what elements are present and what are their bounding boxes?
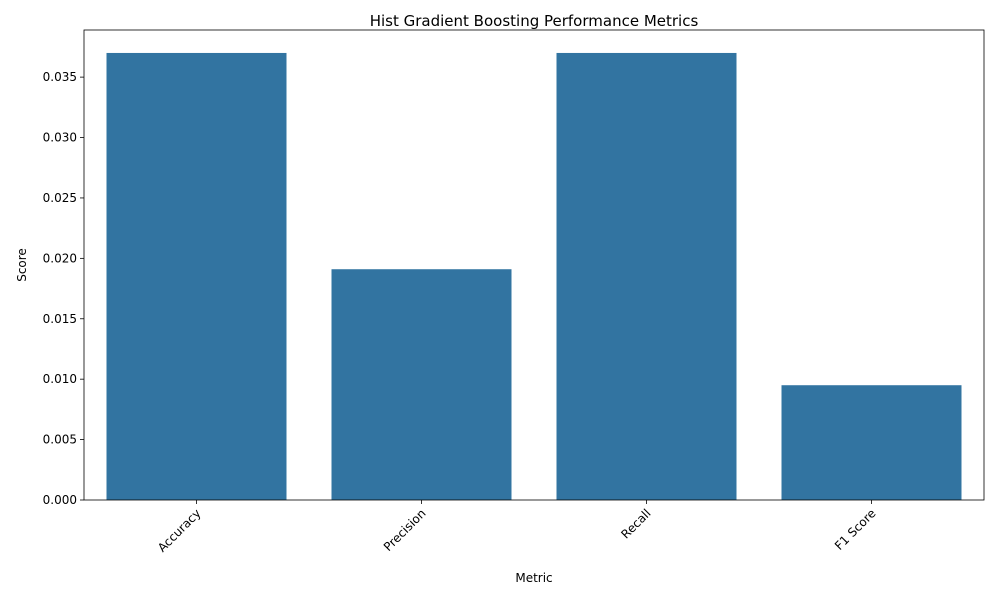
x-tick-label: Recall <box>618 506 653 541</box>
bar-recall <box>556 52 737 500</box>
y-tick-label: 0.010 <box>43 372 77 386</box>
y-axis-label: Score <box>15 248 29 282</box>
bar-f1-score <box>781 385 962 500</box>
x-axis-label: Metric <box>515 571 552 585</box>
x-tick-label: Precision <box>381 506 429 554</box>
y-tick-label: 0.025 <box>43 191 77 205</box>
bar-precision <box>331 269 512 500</box>
y-tick-label: 0.015 <box>43 312 77 326</box>
y-tick-label: 0.035 <box>43 70 77 84</box>
x-tick-label: F1 Score <box>832 506 879 553</box>
y-tick-label: 0.000 <box>43 493 77 507</box>
x-tick-label: Accuracy <box>155 506 204 555</box>
plot-frame <box>83 29 985 501</box>
y-tick-label: 0.005 <box>43 433 77 447</box>
plot-area: 0.000 0.005 0.010 0.015 0.020 0.025 0.030 0.035… <box>43 29 985 555</box>
bar-accuracy <box>106 52 287 500</box>
y-tick-label: 0.030 <box>43 131 77 145</box>
chart-title: Hist Gradient Boosting Performance Metri… <box>370 12 699 30</box>
y-tick-label: 0.020 <box>43 251 77 265</box>
